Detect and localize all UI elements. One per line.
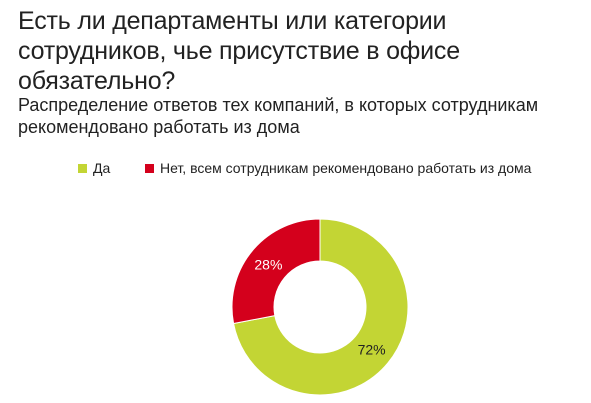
- legend-swatch-yes: [78, 163, 87, 173]
- legend-label-no: Нет, всем сотрудникам рекомендовано рабо…: [160, 160, 532, 176]
- chart-title: Есть ли департаменты или категории сотру…: [18, 7, 460, 95]
- chart-subtitle: Распределение ответов тех компаний, в ко…: [18, 95, 539, 137]
- legend-label-yes: Да: [93, 160, 111, 176]
- donut-label-0: 72%: [358, 342, 386, 358]
- legend-item-no: Нет, всем сотрудникам рекомендовано рабо…: [145, 159, 531, 177]
- donut-slice-0: [232, 218, 409, 396]
- legend-swatch-no: [145, 163, 154, 173]
- legend-item-yes: Да: [78, 159, 110, 177]
- donut-label-1: 28%: [254, 256, 282, 272]
- donut-slice-1: [231, 218, 321, 325]
